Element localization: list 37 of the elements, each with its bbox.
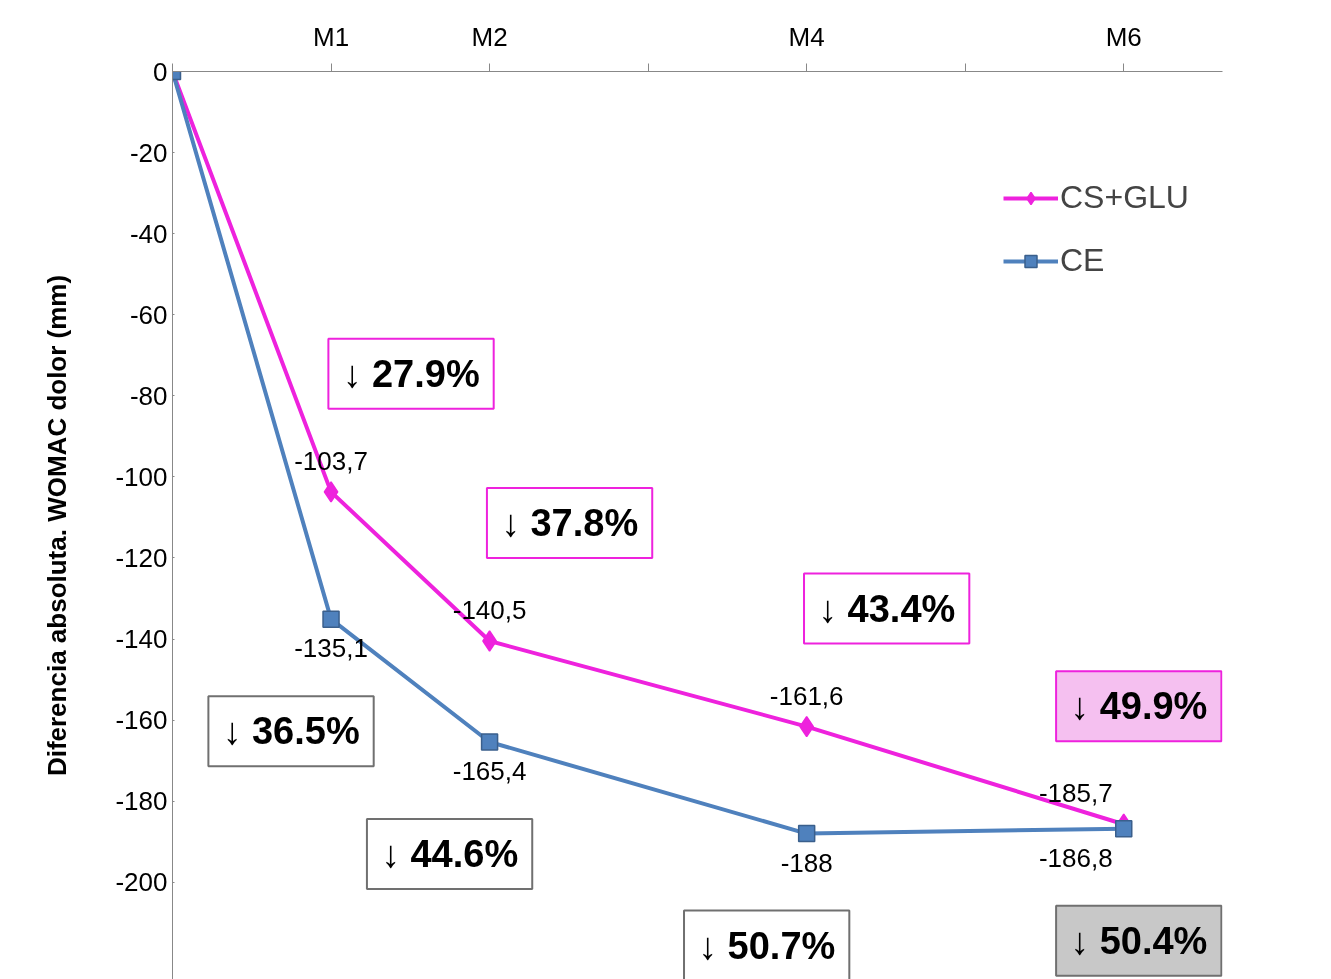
annotation: ↓ 37.8% xyxy=(500,502,639,545)
data-label: -185,7 xyxy=(1038,778,1113,809)
point xyxy=(322,610,340,628)
annotation: ↓ 49.9% xyxy=(1070,685,1208,728)
data-label: -186,8 xyxy=(1038,842,1113,873)
point xyxy=(797,824,816,843)
x-tick-label: M4 xyxy=(788,21,825,52)
x-tick-label: M2 xyxy=(471,21,508,52)
annotation: ↓ 50.4% xyxy=(1070,919,1208,962)
y-tick-label: -120 xyxy=(115,542,168,573)
point xyxy=(323,481,339,503)
y-tick-label: -200 xyxy=(115,867,168,898)
y-axis-title: Diferencia absoluta. WOMAC dolor (mm) xyxy=(42,274,73,777)
legend-label: CE xyxy=(1060,242,1105,279)
annotation: ↓ 44.6% xyxy=(380,832,519,875)
annotation: ↓ 43.4% xyxy=(818,587,956,630)
x-tick-label: M6 xyxy=(1105,21,1142,52)
y-tick-label: -180 xyxy=(115,786,168,817)
y-tick-label: -40 xyxy=(129,218,168,249)
y-tick-label: -140 xyxy=(115,624,168,654)
y-tick-label: -80 xyxy=(129,380,168,411)
data-label: -165,4 xyxy=(452,755,527,786)
y-tick-label: -60 xyxy=(129,299,168,330)
annotation: ↓ 36.5% xyxy=(222,710,360,753)
y-tick-label: 0 xyxy=(153,56,168,87)
point xyxy=(480,733,499,751)
x-tick-label: M1 xyxy=(312,21,350,52)
y-tick-label: -20 xyxy=(129,137,168,168)
point xyxy=(1115,819,1133,838)
y-tick-label: -160 xyxy=(115,705,168,736)
y-tick-label: -100 xyxy=(115,461,168,492)
annotation: ↓ 27.9% xyxy=(342,352,480,395)
legend-label: CS+GLU xyxy=(1060,179,1189,216)
data-label: -135,1 xyxy=(294,633,368,664)
data-label: -161,6 xyxy=(769,680,844,711)
annotation: ↓ 50.7% xyxy=(698,924,836,967)
data-label: -188 xyxy=(780,847,833,878)
